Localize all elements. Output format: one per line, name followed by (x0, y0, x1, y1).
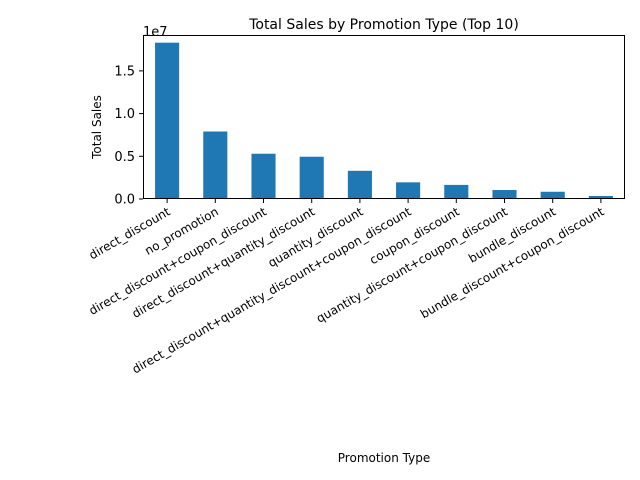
y-axis-label: Total Sales (90, 95, 104, 160)
bar (347, 170, 372, 199)
bars-group (155, 42, 613, 199)
bar (299, 156, 324, 199)
y-tick-label: 1.5 (114, 64, 135, 79)
x-axis-label: Promotion Type (338, 451, 430, 465)
plot-frame (143, 35, 625, 199)
y-ticks-group: 0.0 0.5 1.0 1.5 (114, 64, 143, 208)
bar (155, 42, 180, 199)
y-tick-label: 0.0 (114, 193, 135, 208)
y-tick-label: 0.5 (114, 150, 135, 165)
y-tick-label: 1.0 (114, 107, 135, 122)
bar (588, 196, 613, 199)
y-scale-label: 1e7 (143, 25, 168, 40)
bar (444, 184, 469, 199)
bar (396, 182, 421, 199)
bar (492, 190, 517, 199)
bar (540, 191, 565, 199)
bar (203, 131, 228, 199)
bar (251, 153, 276, 199)
chart-title: Total Sales by Promotion Type (Top 10) (248, 17, 519, 33)
